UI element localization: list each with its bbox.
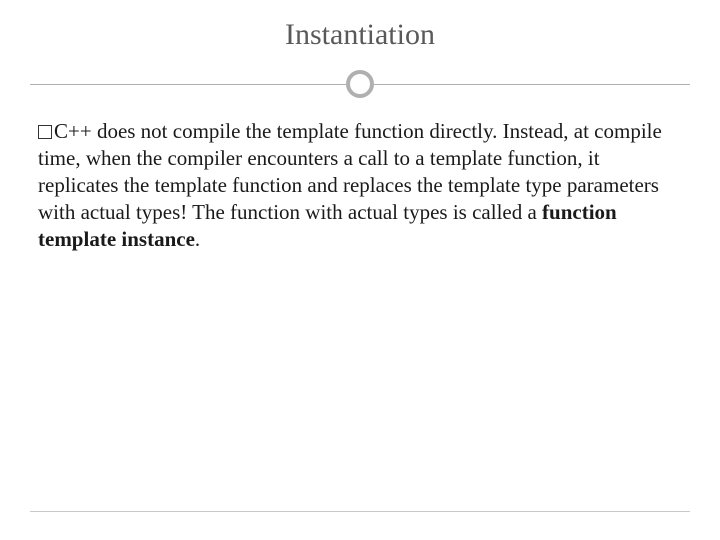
footer-line xyxy=(30,511,690,512)
divider-circle-icon xyxy=(346,70,374,98)
title-area: Instantiation xyxy=(0,0,720,52)
divider xyxy=(0,70,720,100)
slide-title: Instantiation xyxy=(0,18,720,52)
slide: Instantiation C++ does not compile the t… xyxy=(0,0,720,540)
content-area: C++ does not compile the template functi… xyxy=(0,100,720,252)
body-paragraph: C++ does not compile the template functi… xyxy=(38,118,682,252)
square-bullet-icon xyxy=(38,125,52,139)
body-text-suffix: . xyxy=(195,227,200,251)
